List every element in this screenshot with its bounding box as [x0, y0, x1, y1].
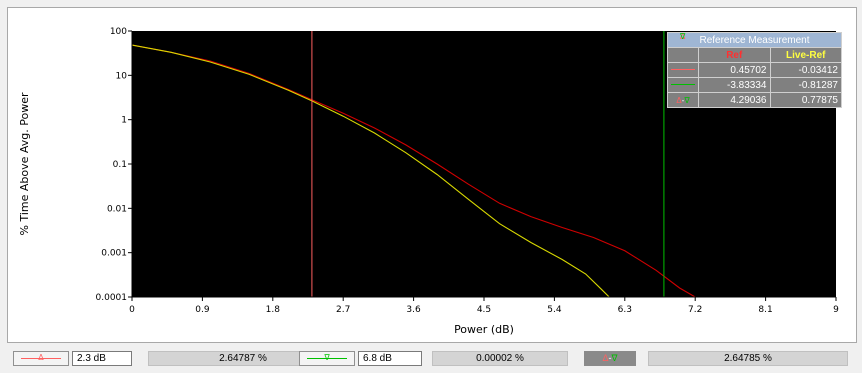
y-tick-label: 100 [110, 27, 127, 37]
marker1-position-input[interactable]: 2.3 dB [72, 351, 132, 366]
marker2-position-input[interactable]: 6.8 dB [358, 351, 422, 366]
reference-table-cell: -0.81287 [769, 77, 842, 93]
x-tick-label: 6.3 [618, 305, 632, 315]
y-tick-label: 0.0001 [96, 293, 128, 303]
y-tick-label: 0.001 [101, 249, 127, 259]
reference-table-cell: 0.45702 [698, 62, 771, 78]
x-tick-label: 0.9 [195, 305, 210, 315]
series-line-2 [131, 44, 610, 298]
x-tick-label: 0 [129, 305, 135, 315]
y-tick-layer: 0.0001 0.001 0.01 0.1 1 10 100 [96, 27, 132, 303]
chart-frame: 0 0.9 1.8 2.7 3.6 4.5 5.4 6.3 7.2 8.1 9 0.0001 0.00… [7, 7, 857, 343]
y-axis-label: % Time Above Avg. Power [18, 92, 31, 235]
delta-legend-icon: Δ-∇ [584, 351, 636, 366]
x-tick-label: 5.4 [547, 305, 562, 315]
x-tick-label: 4.5 [477, 305, 491, 315]
reference-table-row: ∇ -3.83334 -0.81287 [667, 32, 842, 93]
x-tick-layer: 0 0.9 1.8 2.7 3.6 4.5 5.4 6.3 7.2 8.1 9 [129, 297, 839, 315]
delta-readout: 2.64785 % [648, 351, 848, 366]
reference-table-cell: -3.83334 [698, 77, 771, 93]
x-tick-label: 7.2 [688, 305, 702, 315]
reference-table-corner [667, 47, 699, 63]
marker1-legend-icon[interactable]: Δ [13, 351, 69, 366]
marker1-swatch-icon: Δ [667, 32, 699, 78]
delta-swatch-icon: Δ-∇ [667, 92, 699, 108]
marker2-swatch-icon: ∇ [667, 32, 699, 93]
y-tick-label: 0.1 [113, 160, 127, 170]
x-tick-label: 9 [833, 305, 839, 315]
series-line-1 [131, 44, 696, 298]
x-tick-label: 8.1 [758, 305, 772, 315]
marker1-readout: 2.64787 % [148, 351, 338, 366]
reference-table-cell: -0.03412 [769, 62, 842, 78]
x-tick-label: 3.6 [406, 305, 421, 315]
x-tick-label: 2.7 [336, 305, 350, 315]
marker-layer [311, 31, 665, 297]
reference-table-cell: 0.77875 [769, 92, 842, 108]
series-layer [131, 44, 696, 298]
marker2-legend-icon[interactable]: ∇ [299, 351, 355, 366]
reference-table-col-live: Live-Ref [769, 47, 842, 63]
y-tick-label: 1 [121, 116, 127, 126]
reference-table-col-ref: Ref [698, 47, 771, 63]
x-axis-label: Power (dB) [454, 323, 514, 336]
y-tick-label: 0.01 [107, 204, 127, 214]
reference-table-title: Reference Measurement [667, 32, 842, 48]
y-tick-label: 10 [116, 71, 128, 81]
marker-readout-bar: Δ 2.3 dB 2.64787 % ∇ 6.8 dB 0.00002 % Δ-… [0, 348, 862, 370]
reference-table-row: Δ-∇ 4.29036 0.77875 [667, 92, 842, 108]
reference-table-cell: 4.29036 [698, 92, 771, 108]
marker2-readout: 0.00002 % [432, 351, 568, 366]
x-tick-label: 1.8 [266, 305, 281, 315]
reference-table-row: Δ 0.45702 -0.03412 [667, 32, 842, 78]
reference-measurement-table: Reference Measurement Ref Live-Ref Δ 0.4… [667, 32, 842, 108]
